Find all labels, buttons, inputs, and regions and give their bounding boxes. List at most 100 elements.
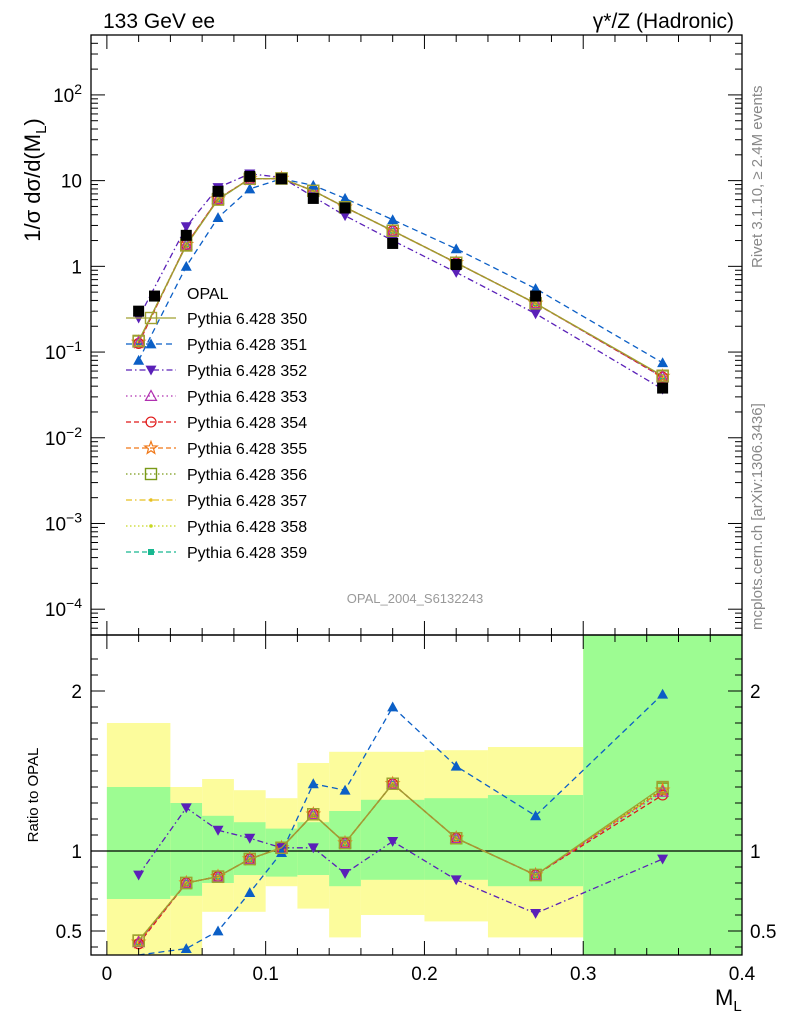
rivet-label: Rivet 3.1.10, ≥ 2.4M events bbox=[749, 86, 766, 269]
marker-star bbox=[130, 334, 147, 349]
mcplots-label: mcplots.cern.ch [arXiv:1306.3436] bbox=[749, 403, 766, 630]
marker-square bbox=[211, 870, 225, 883]
series-line bbox=[138, 178, 663, 364]
marker-triangle-up bbox=[530, 283, 542, 293]
y-tick-label: 102 bbox=[53, 81, 82, 107]
main-y-axis-label: 1/σ dσ/d(ML) bbox=[20, 118, 50, 242]
marker-square bbox=[386, 224, 399, 237]
main-axes: 10−4 10−3 10−2 10−1 1 10 102 bbox=[45, 34, 743, 636]
legend: OPAL Pythia 6.428 350 Pythia 6.428 351 Pyth… bbox=[126, 286, 307, 562]
data-point bbox=[387, 237, 399, 249]
legend-label: Pythia 6.428 357 bbox=[187, 493, 307, 510]
legend-label: Pythia 6.428 354 bbox=[187, 415, 307, 432]
data-point bbox=[133, 305, 145, 317]
axes-frame bbox=[90, 634, 743, 956]
marker-triangle-up bbox=[387, 701, 399, 712]
data-point bbox=[339, 202, 351, 214]
legend-label: Pythia 6.428 350 bbox=[187, 311, 307, 328]
marker-square bbox=[132, 934, 145, 947]
band-inner-bin bbox=[583, 635, 742, 955]
x-tick-label: 0.1 bbox=[252, 964, 278, 985]
band-inner-bin bbox=[487, 795, 584, 887]
marker-star bbox=[130, 933, 147, 949]
marker-triangle-open bbox=[386, 224, 400, 236]
x-axis-label: ML bbox=[715, 985, 742, 1015]
marker-triangle-down bbox=[180, 803, 192, 814]
series-line bbox=[138, 173, 663, 390]
marker-triangle-down bbox=[212, 825, 224, 836]
legend-label: Pythia 6.428 356 bbox=[187, 467, 307, 484]
ratio-y-tick-label-right: 1 bbox=[750, 842, 761, 863]
marker-square bbox=[243, 852, 256, 866]
marker-triangle-open bbox=[306, 807, 320, 820]
marker-dot bbox=[149, 524, 153, 528]
marker-triangle-down bbox=[657, 854, 669, 865]
marker-triangle-up bbox=[244, 183, 256, 194]
legend-label: Pythia 6.428 355 bbox=[187, 441, 307, 458]
marker-triangle-down bbox=[339, 869, 351, 879]
marker-square bbox=[307, 808, 320, 821]
marker-square bbox=[338, 836, 352, 850]
x-tick-label: 0 bbox=[102, 964, 113, 985]
marker-square bbox=[656, 780, 669, 794]
y-tick-label: 10−3 bbox=[45, 509, 82, 535]
y-tick-label: 10−2 bbox=[45, 424, 82, 450]
marker-triangle-down bbox=[450, 875, 462, 886]
data-point bbox=[149, 290, 161, 302]
marker-triangle-down bbox=[133, 870, 145, 881]
data-point bbox=[450, 259, 462, 271]
marker-square bbox=[144, 467, 158, 481]
y-tick-label: 10−4 bbox=[45, 595, 82, 621]
marker-circle bbox=[145, 416, 157, 428]
legend-label-data: OPAL bbox=[187, 286, 229, 303]
x-tick-label: 0.3 bbox=[570, 964, 596, 985]
legend-label: Pythia 6.428 353 bbox=[187, 389, 307, 406]
marker-triangle-down bbox=[339, 211, 351, 222]
marker-triangle-up bbox=[276, 847, 288, 857]
marker-triangle-up bbox=[133, 354, 145, 365]
ratio-y-tick-label-right: 0.5 bbox=[750, 922, 776, 943]
marker-triangle-up bbox=[657, 688, 669, 699]
marker-triangle-up bbox=[387, 214, 399, 225]
band-inner-bin bbox=[233, 822, 266, 875]
marker-square bbox=[275, 841, 288, 854]
legend-label: Pythia 6.428 352 bbox=[187, 363, 307, 380]
x-tick-label: 0.2 bbox=[411, 964, 437, 985]
data-point bbox=[276, 173, 288, 185]
marker-triangle-open bbox=[529, 868, 543, 881]
marker-triangle-up bbox=[145, 338, 157, 349]
legend-label: Pythia 6.428 359 bbox=[187, 545, 307, 562]
header-right: γ*/Z (Hadronic) bbox=[593, 10, 734, 33]
band-inner-bin bbox=[106, 787, 171, 899]
marker-triangle-up bbox=[180, 943, 192, 953]
main-series-group bbox=[130, 169, 671, 395]
ratio-series-line bbox=[138, 782, 663, 942]
marker-triangle-up bbox=[530, 810, 542, 821]
marker-triangle-open bbox=[386, 777, 400, 789]
marker-triangle-up bbox=[450, 243, 462, 254]
ratio-y-tick-label: 1 bbox=[71, 842, 82, 863]
ratio-y-tick-label: 0.5 bbox=[56, 922, 82, 943]
marker-square bbox=[148, 549, 154, 555]
marker-triangle-up bbox=[339, 192, 351, 203]
marker-triangle-up bbox=[244, 887, 256, 897]
marker-square bbox=[656, 369, 669, 382]
legend-label: Pythia 6.428 351 bbox=[187, 337, 307, 354]
marker-triangle-up bbox=[212, 925, 224, 936]
marker-triangle-down bbox=[145, 365, 157, 376]
marker-triangle-open bbox=[449, 831, 463, 844]
data-point bbox=[212, 185, 224, 197]
data-point bbox=[657, 382, 669, 394]
marker-square bbox=[180, 876, 193, 890]
marker-triangle-down bbox=[180, 222, 192, 233]
marker-triangle-down bbox=[387, 837, 399, 847]
marker-triangle-down bbox=[530, 309, 542, 320]
ratio-series-group bbox=[130, 688, 671, 956]
x-tick-label: 0.4 bbox=[729, 964, 756, 985]
marker-dot bbox=[149, 498, 153, 502]
ratio-uncertainty-bands bbox=[106, 635, 742, 955]
marker-triangle-up bbox=[180, 260, 192, 271]
marker-triangle-up bbox=[450, 760, 462, 771]
marker-triangle-down bbox=[450, 267, 462, 278]
